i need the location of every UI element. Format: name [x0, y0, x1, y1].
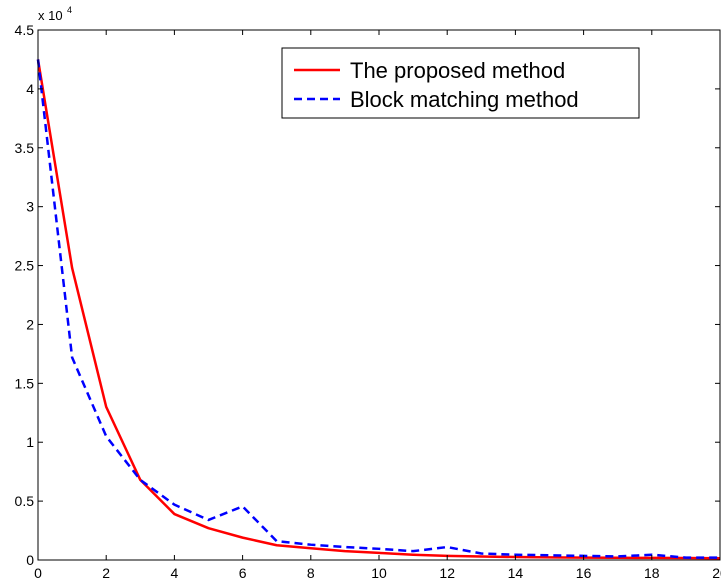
x-tick-label: 18	[644, 565, 660, 581]
x-tick-label: 12	[439, 565, 455, 581]
x-tick-label: 2	[102, 565, 110, 581]
y-tick-label: 4.5	[15, 22, 35, 38]
y-tick-label: 4	[26, 81, 34, 97]
y-tick-label: 3.5	[15, 140, 35, 156]
legend-label-proposed-method: The proposed method	[350, 58, 565, 83]
ticks-layer: 0 2 4 6 8 10 12 14 16 18 20 0 0.5 1 1.5 2 2.5 3 3.5 4 4.5	[15, 22, 721, 581]
x-tick-label: 16	[576, 565, 592, 581]
legend-label-block-matching-method: Block matching method	[350, 87, 579, 112]
x-tick-label: 6	[239, 565, 247, 581]
y-tick-label: 2.5	[15, 258, 35, 274]
y-tick-label: 0	[26, 552, 34, 568]
x-tick-label: 10	[371, 565, 387, 581]
x-tick-label: 20	[712, 565, 721, 581]
y-multiplier-label: x 10	[38, 8, 63, 23]
x-tick-label: 4	[171, 565, 179, 581]
x-tick-label: 8	[307, 565, 315, 581]
legend: The proposed method Block matching metho…	[281, 47, 640, 119]
legend-box	[281, 47, 640, 119]
y-tick-label: 2	[26, 316, 34, 332]
y-multiplier-exponent: 4	[67, 5, 72, 15]
x-tick-label: 14	[508, 565, 524, 581]
y-tick-label: 1.5	[15, 375, 35, 391]
y-tick-label: 0.5	[15, 493, 35, 509]
y-tick-label: 1	[26, 434, 34, 450]
y-tick-label: 3	[26, 199, 34, 215]
x-tick-label: 0	[34, 565, 42, 581]
